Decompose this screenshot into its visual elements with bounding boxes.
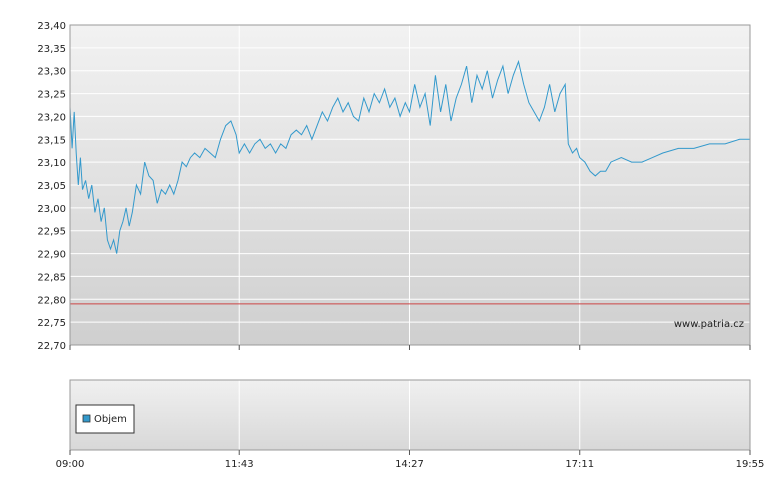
y-tick-label: 22,70 [37,341,66,352]
x-axis-ticks: 09:00 11:43 14:27 17:11 19:55 [56,345,765,470]
y-tick-label: 22,85 [37,272,66,283]
y-tick-label: 23,05 [37,181,66,192]
y-axis-ticks: 23,40 23,35 23,30 23,25 23,20 23,15 23,10 23,05… [37,21,66,352]
x-grid [238,25,581,345]
volume-legend-label: Objem [94,414,127,425]
volume-legend-swatch [82,414,91,423]
y-tick-label: 23,20 [37,112,66,123]
y-tick-label: 23,15 [37,135,66,146]
y-tick-label: 23,25 [37,90,66,101]
x-tick-label: 14:27 [395,459,424,470]
volume-legend: Objem [75,404,135,434]
y-tick-label: 23,30 [37,67,66,78]
y-tick-label: 23,35 [37,44,66,55]
watermark: www.patria.cz [674,319,744,330]
x-tick-label: 17:11 [565,459,594,470]
y-tick-label: 23,40 [37,21,66,32]
y-tick-label: 22,80 [37,295,66,306]
x-tick-label: 11:43 [225,459,254,470]
price-plot-frame [69,24,751,346]
volume-plot-frame [69,379,751,451]
y-tick-label: 22,90 [37,250,66,261]
volume-plot-area [70,380,750,450]
y-tick-label: 22,75 [37,318,66,329]
y-tick-label: 23,10 [37,158,66,169]
x-tick-label: 09:00 [56,459,85,470]
volume-grid [238,380,581,450]
y-tick-label: 22,95 [37,227,66,238]
x-tick-label: 19:55 [736,459,765,470]
price-series-line [69,59,750,254]
y-tick-label: 23,00 [37,204,66,215]
